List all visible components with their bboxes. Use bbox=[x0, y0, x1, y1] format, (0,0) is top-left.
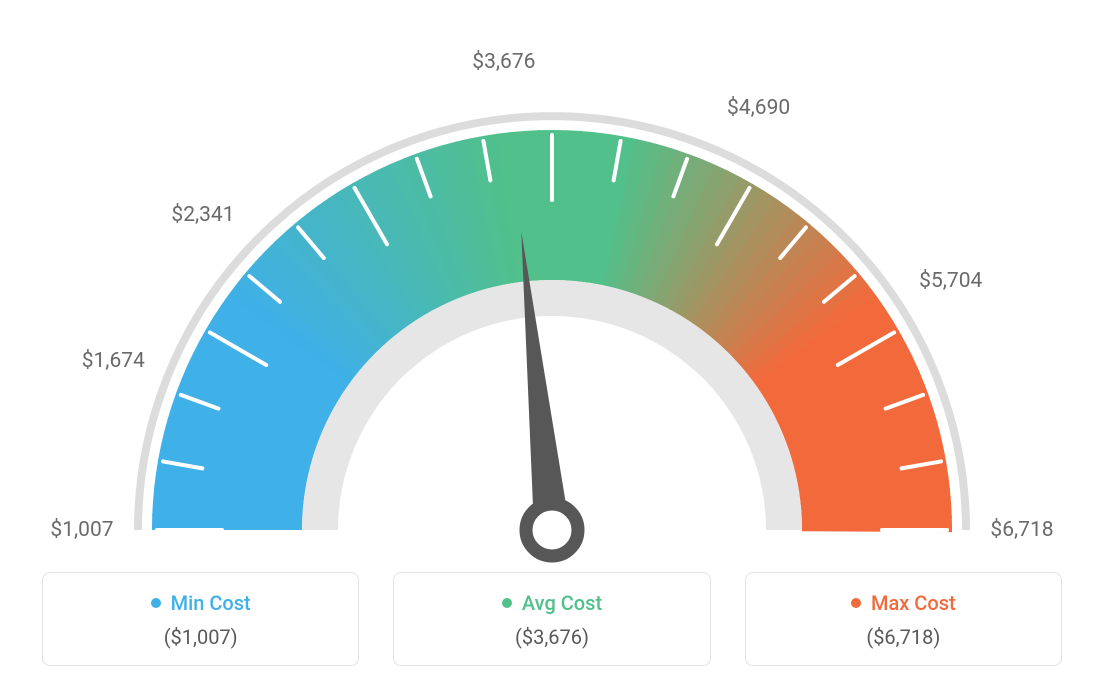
gauge-hub bbox=[526, 504, 578, 556]
cost-gauge: $1,007 $1,674 $2,341 $3,676 $4,690 $5,704 $6,7… bbox=[22, 10, 1082, 570]
legend-title-min: Min Cost bbox=[151, 591, 251, 615]
legend-row: Min Cost ($1,007) Avg Cost ($3,676) Max … bbox=[0, 572, 1104, 666]
dot-icon bbox=[151, 598, 161, 608]
legend-card-max: Max Cost ($6,718) bbox=[745, 572, 1062, 666]
legend-label: Avg Cost bbox=[522, 591, 602, 615]
legend-title-max: Max Cost bbox=[851, 591, 956, 615]
legend-label: Min Cost bbox=[171, 591, 251, 615]
gauge-scale-label: $4,690 bbox=[727, 96, 790, 120]
legend-value: ($3,676) bbox=[404, 625, 699, 649]
gauge-scale-label: $2,341 bbox=[171, 203, 234, 227]
gauge-scale-label: $3,676 bbox=[472, 50, 535, 74]
dot-icon bbox=[502, 598, 512, 608]
gauge-scale-label: $1,674 bbox=[82, 349, 145, 373]
legend-value: ($6,718) bbox=[756, 625, 1051, 649]
legend-card-avg: Avg Cost ($3,676) bbox=[393, 572, 710, 666]
gauge-scale-label: $1,007 bbox=[50, 518, 113, 542]
legend-label: Max Cost bbox=[871, 591, 956, 615]
legend-title-avg: Avg Cost bbox=[502, 591, 602, 615]
legend-card-min: Min Cost ($1,007) bbox=[42, 572, 359, 666]
gauge-scale-label: $6,718 bbox=[990, 518, 1053, 542]
dot-icon bbox=[851, 598, 861, 608]
gauge-scale-label: $5,704 bbox=[919, 269, 982, 293]
legend-value: ($1,007) bbox=[53, 625, 348, 649]
